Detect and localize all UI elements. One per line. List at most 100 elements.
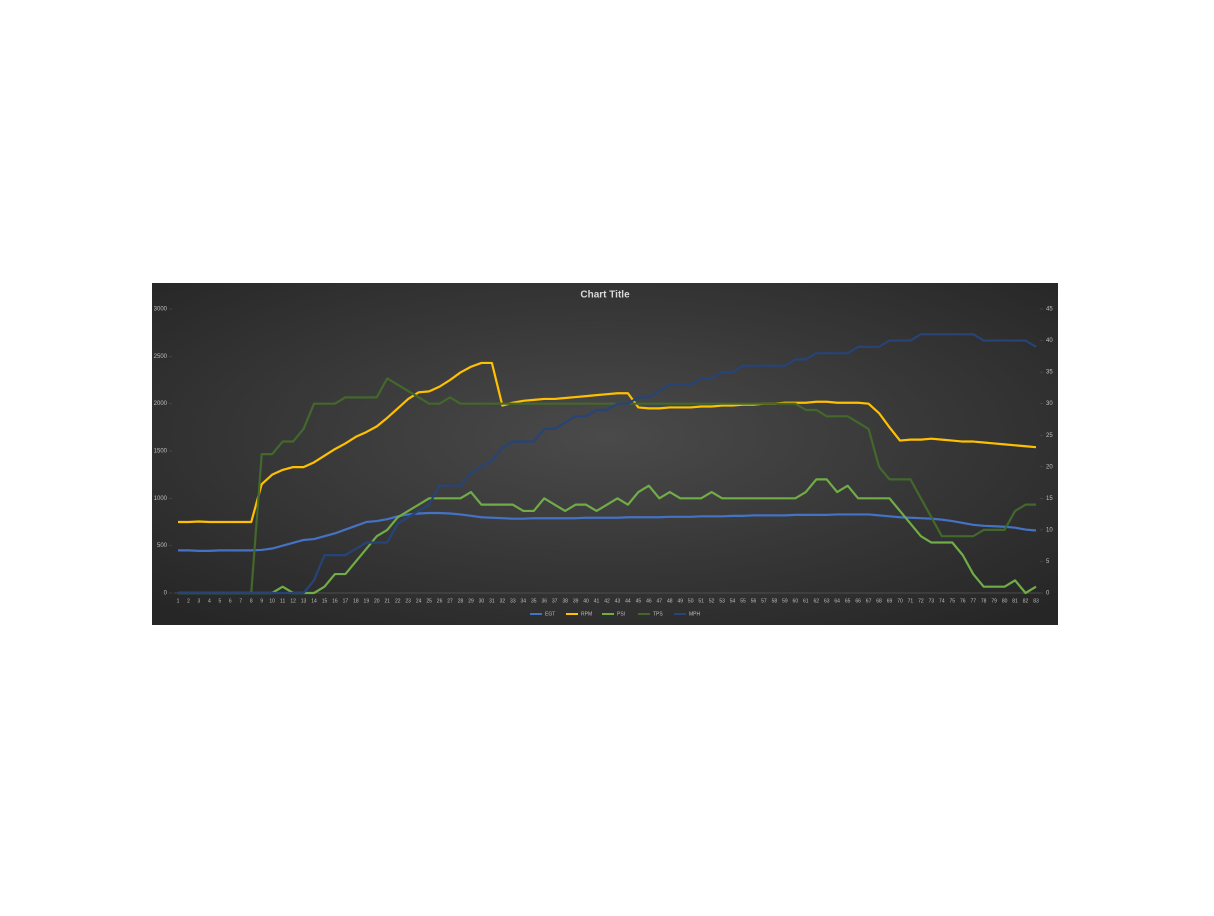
x-tick-label: 26 — [437, 598, 443, 604]
x-tick-label: 41 — [594, 598, 600, 604]
legend-label: TPS — [653, 611, 663, 617]
x-tick-label: 23 — [405, 598, 411, 604]
x-tick-label: 72 — [918, 598, 924, 604]
legend-label: PSI — [617, 611, 625, 617]
x-tick-label: 77 — [970, 598, 976, 604]
x-tick-label: 70 — [897, 598, 903, 604]
x-tick-label: 1 — [177, 598, 180, 604]
x-tick-label: 29 — [468, 598, 474, 604]
x-tick-label: 44 — [625, 598, 631, 604]
x-tick-label: 53 — [719, 598, 725, 604]
x-tick-label: 14 — [311, 598, 317, 604]
y2-tick-label: 5 — [1046, 559, 1050, 565]
x-tick-label: 21 — [384, 598, 390, 604]
x-tick-label: 58 — [772, 598, 778, 604]
y-tick-label: 500 — [157, 543, 168, 549]
y2-tick-label: 10 — [1046, 527, 1053, 533]
x-tick-label: 66 — [855, 598, 861, 604]
series-line — [178, 333, 1037, 595]
x-tick-label: 42 — [604, 598, 610, 604]
y-tick-label: 2500 — [154, 354, 168, 360]
legend-label: RPM — [581, 611, 592, 617]
x-tick-label: 43 — [615, 598, 621, 604]
x-tick-label: 59 — [782, 598, 788, 604]
x-tick-label: 47 — [657, 598, 663, 604]
x-tick-label: 67 — [866, 598, 872, 604]
x-tick-label: 27 — [447, 598, 453, 604]
x-tick-label: 78 — [981, 598, 987, 604]
x-tick-label: 73 — [929, 598, 935, 604]
y-tick-label: 3000 — [154, 307, 168, 313]
x-tick-label: 69 — [887, 598, 893, 604]
x-tick-label: 52 — [709, 598, 715, 604]
x-tick-label: 45 — [636, 598, 642, 604]
y-tick-label: 2000 — [154, 401, 168, 407]
x-tick-label: 37 — [552, 598, 558, 604]
y2-tick-label: 45 — [1046, 307, 1053, 313]
series-line — [178, 377, 1036, 595]
series-line — [178, 361, 1037, 524]
x-tick-label: 54 — [730, 598, 736, 604]
x-tick-label: 76 — [960, 598, 966, 604]
x-tick-label: 62 — [813, 598, 819, 604]
x-tick-label: 25 — [426, 598, 432, 604]
x-tick-label: 49 — [677, 598, 683, 604]
x-tick-label: 38 — [562, 598, 568, 604]
x-tick-label: 36 — [541, 598, 547, 604]
chart-title: Chart Title — [580, 290, 630, 301]
x-tick-label: 28 — [458, 598, 464, 604]
x-tick-label: 56 — [751, 598, 757, 604]
x-tick-label: 12 — [290, 598, 296, 604]
x-tick-label: 15 — [322, 598, 328, 604]
x-tick-label: 81 — [1012, 598, 1018, 604]
x-tick-label: 57 — [761, 598, 767, 604]
x-tick-label: 80 — [1002, 598, 1008, 604]
x-tick-label: 8 — [250, 598, 253, 604]
x-tick-label: 40 — [583, 598, 589, 604]
x-tick-label: 60 — [793, 598, 799, 604]
legend-label: EGT — [545, 611, 555, 617]
x-tick-label: 65 — [845, 598, 851, 604]
x-tick-label: 79 — [991, 598, 997, 604]
x-tick-label: 39 — [573, 598, 579, 604]
x-tick-label: 17 — [343, 598, 349, 604]
x-tick-label: 68 — [876, 598, 882, 604]
x-tick-label: 82 — [1023, 598, 1029, 604]
x-tick-label: 7 — [239, 598, 242, 604]
x-tick-label: 18 — [353, 598, 359, 604]
y2-tick-label: 15 — [1046, 496, 1053, 502]
y-tick-label: 0 — [164, 591, 168, 597]
series-line — [178, 478, 1037, 595]
x-tick-label: 46 — [646, 598, 652, 604]
y2-tick-label: 30 — [1046, 401, 1053, 407]
x-tick-label: 74 — [939, 598, 945, 604]
x-tick-label: 11 — [280, 598, 285, 604]
x-tick-label: 32 — [500, 598, 506, 604]
x-tick-label: 6 — [229, 598, 232, 604]
x-tick-label: 3 — [198, 598, 201, 604]
x-tick-label: 34 — [521, 598, 527, 604]
x-tick-label: 5 — [218, 598, 221, 604]
y2-tick-label: 35 — [1046, 370, 1053, 376]
x-tick-label: 48 — [667, 598, 673, 604]
x-tick-label: 31 — [489, 598, 495, 604]
x-tick-label: 83 — [1033, 598, 1039, 604]
y2-tick-label: 20 — [1046, 464, 1053, 470]
x-tick-label: 9 — [260, 598, 263, 604]
y2-tick-label: 40 — [1046, 338, 1053, 344]
x-tick-label: 51 — [698, 598, 704, 604]
x-tick-label: 55 — [740, 598, 746, 604]
x-tick-label: 24 — [416, 598, 422, 604]
x-tick-label: 50 — [688, 598, 694, 604]
x-tick-label: 64 — [834, 598, 840, 604]
x-tick-label: 2 — [187, 598, 190, 604]
x-tick-label: 75 — [950, 598, 956, 604]
x-tick-label: 4 — [208, 598, 211, 604]
x-tick-label: 10 — [269, 598, 275, 604]
legend-label: MPH — [689, 611, 701, 617]
y-tick-label: 1500 — [154, 449, 168, 455]
x-tick-label: 19 — [364, 598, 370, 604]
y2-tick-label: 25 — [1046, 433, 1053, 439]
